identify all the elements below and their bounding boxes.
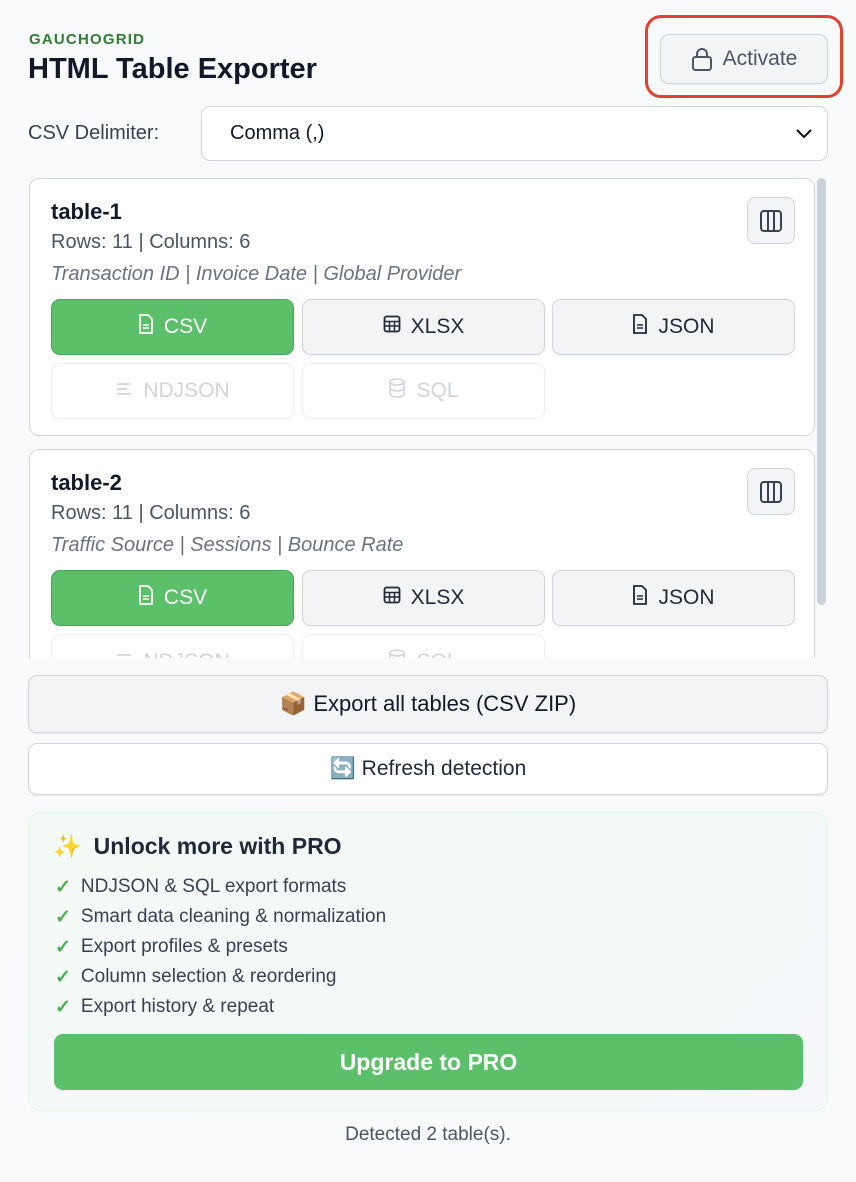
- chevron-down-icon: [796, 128, 812, 138]
- pro-title-text: Unlock more with PRO: [93, 833, 342, 859]
- pro-feature-text: Smart data cleaning & normalization: [80, 906, 387, 927]
- file-icon: [632, 314, 648, 340]
- table-card: table-2 Rows: 11 | Columns: 6 Traffic So…: [29, 449, 815, 658]
- export-json-button[interactable]: JSON: [552, 299, 795, 355]
- export-csv-button[interactable]: CSV: [51, 299, 294, 355]
- lines-icon: [115, 650, 133, 658]
- delimiter-label: CSV Delimiter:: [28, 122, 160, 144]
- export-xlsx-label: XLSX: [410, 586, 465, 609]
- lock-icon: [691, 48, 712, 71]
- sparkles-icon: ✨: [53, 833, 82, 859]
- database-icon: [388, 649, 406, 658]
- refresh-button[interactable]: 🔄 Refresh detection: [28, 743, 828, 795]
- pro-feature-text: Column selection & reordering: [80, 966, 337, 987]
- table-meta: Rows: 11 | Columns: 6: [51, 502, 251, 524]
- table-icon: [383, 586, 401, 610]
- brand-label: GAUCHOGRID: [29, 31, 146, 48]
- export-csv-label: CSV: [163, 315, 208, 338]
- export-ndjson-button: NDJSON: [51, 363, 294, 419]
- check-icon: ✓: [55, 907, 71, 928]
- table-icon: [383, 315, 401, 339]
- activate-label: Activate: [722, 47, 798, 70]
- pro-feature-text: Export profiles & presets: [80, 936, 288, 957]
- status-text: Detected 2 table(s).: [345, 1124, 511, 1145]
- database-icon: [388, 378, 406, 404]
- table-columns: Traffic Source | Sessions | Bounce Rate: [51, 534, 404, 556]
- check-icon: ✓: [55, 967, 71, 988]
- export-json-label: JSON: [658, 586, 715, 609]
- table-name: table-1: [51, 199, 122, 224]
- export-xlsx-label: XLSX: [410, 315, 465, 338]
- columns-icon: [760, 480, 782, 503]
- export-ndjson-label: NDJSON: [143, 650, 229, 658]
- export-xlsx-button[interactable]: XLSX: [302, 570, 545, 626]
- export-all-button[interactable]: 📦 Export all tables (CSV ZIP): [28, 675, 828, 733]
- export-csv-button[interactable]: CSV: [51, 570, 294, 626]
- highlight-outline: [645, 15, 843, 98]
- pro-feature-text: Export history & repeat: [80, 996, 275, 1017]
- tables-list[interactable]: table-1 Rows: 11 | Columns: 6 Transactio…: [28, 178, 828, 658]
- pro-panel: ✨ Unlock more with PRO ✓ NDJSON & SQL exp…: [28, 812, 828, 1111]
- table-card: table-1 Rows: 11 | Columns: 6 Transactio…: [29, 178, 815, 436]
- pro-feature: ✓ Export history & repeat: [55, 996, 274, 1019]
- pro-feature: ✓ NDJSON & SQL export formats: [55, 876, 346, 899]
- columns-icon: [760, 209, 782, 232]
- file-icon: [138, 585, 154, 611]
- activate-button[interactable]: Activate: [660, 34, 828, 84]
- export-sql-label: SQL: [416, 650, 458, 658]
- scrollbar-thumb[interactable]: [817, 178, 826, 605]
- delimiter-select[interactable]: Comma (,): [201, 106, 828, 161]
- page-title: HTML Table Exporter: [28, 53, 317, 85]
- columns-button[interactable]: [747, 468, 795, 515]
- export-json-label: JSON: [658, 315, 715, 338]
- export-ndjson-button: NDJSON: [51, 634, 294, 658]
- pro-feature: ✓ Smart data cleaning & normalization: [55, 906, 386, 929]
- export-sql-label: SQL: [416, 379, 459, 402]
- file-icon: [632, 585, 648, 611]
- export-xlsx-button[interactable]: XLSX: [302, 299, 545, 355]
- export-sql-button: SQL: [302, 363, 545, 419]
- export-sql-button: SQL: [302, 634, 545, 658]
- check-icon: ✓: [55, 997, 71, 1018]
- check-icon: ✓: [55, 877, 71, 898]
- table-name: table-2: [51, 470, 122, 495]
- pro-feature: ✓ Column selection & reordering: [55, 966, 337, 989]
- file-icon: [138, 314, 154, 340]
- export-ndjson-label: NDJSON: [143, 379, 230, 402]
- pro-feature-text: NDJSON & SQL export formats: [80, 876, 347, 897]
- pro-title: ✨ Unlock more with PRO: [53, 833, 342, 860]
- export-json-button[interactable]: JSON: [552, 570, 795, 626]
- columns-button[interactable]: [747, 197, 795, 244]
- delimiter-value: Comma (,): [230, 122, 325, 144]
- table-meta: Rows: 11 | Columns: 6: [51, 231, 251, 253]
- upgrade-button[interactable]: Upgrade to PRO: [54, 1034, 803, 1090]
- table-columns: Transaction ID | Invoice Date | Global P…: [51, 263, 462, 285]
- lines-icon: [115, 379, 133, 403]
- check-icon: ✓: [55, 937, 71, 958]
- export-csv-label: CSV: [163, 586, 208, 609]
- pro-feature: ✓ Export profiles & presets: [55, 936, 288, 959]
